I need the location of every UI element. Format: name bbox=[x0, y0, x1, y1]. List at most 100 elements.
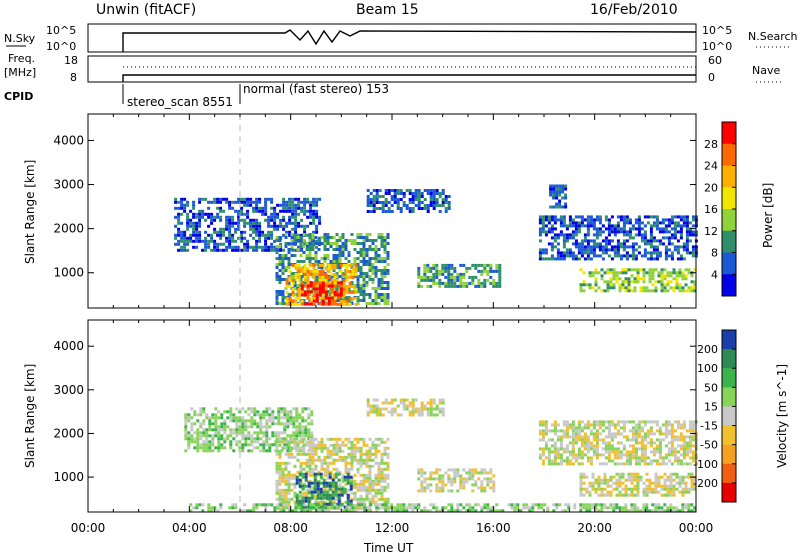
cell bbox=[604, 242, 608, 246]
cell bbox=[362, 458, 366, 462]
cell bbox=[441, 281, 445, 285]
velocity-colorbar-label: Velocity [m s^-1] bbox=[775, 364, 789, 468]
cell bbox=[235, 434, 239, 438]
cell bbox=[362, 248, 366, 251]
cell bbox=[600, 481, 604, 485]
cell bbox=[471, 506, 475, 510]
cell bbox=[579, 509, 583, 513]
cell bbox=[281, 497, 285, 501]
cell bbox=[344, 470, 348, 474]
cell bbox=[631, 429, 635, 433]
cell bbox=[676, 435, 680, 439]
cell bbox=[651, 274, 655, 278]
cell bbox=[344, 242, 348, 245]
cell bbox=[347, 467, 351, 471]
cell bbox=[180, 239, 184, 243]
cell bbox=[411, 201, 415, 204]
cell bbox=[642, 274, 646, 278]
cell bbox=[468, 471, 472, 475]
cell bbox=[613, 435, 617, 439]
cell bbox=[317, 446, 321, 450]
cell bbox=[444, 195, 448, 198]
cell bbox=[426, 263, 430, 267]
cell bbox=[217, 443, 221, 447]
cell bbox=[507, 503, 511, 507]
cell bbox=[228, 215, 232, 219]
cell bbox=[651, 481, 655, 485]
cell bbox=[371, 248, 375, 251]
cell bbox=[284, 491, 288, 495]
cell bbox=[314, 464, 318, 468]
cell bbox=[444, 275, 448, 279]
cell bbox=[232, 413, 236, 417]
cell bbox=[265, 422, 269, 426]
cell bbox=[297, 272, 301, 276]
cell bbox=[637, 227, 641, 231]
cell bbox=[544, 215, 548, 219]
cell bbox=[586, 218, 590, 222]
cell bbox=[447, 489, 451, 493]
cell bbox=[678, 478, 682, 482]
cell bbox=[264, 248, 268, 252]
cell bbox=[187, 416, 191, 420]
cell bbox=[312, 506, 316, 510]
cell bbox=[685, 218, 689, 222]
cell bbox=[538, 254, 542, 258]
cell bbox=[489, 468, 493, 472]
cell bbox=[631, 242, 635, 246]
cell bbox=[393, 398, 397, 402]
cell bbox=[318, 290, 322, 294]
cell bbox=[362, 296, 366, 299]
cell bbox=[682, 221, 686, 225]
cell bbox=[296, 248, 300, 251]
cell bbox=[278, 467, 282, 471]
cell bbox=[265, 410, 269, 414]
cell bbox=[619, 230, 623, 234]
cell bbox=[685, 224, 689, 228]
cell bbox=[291, 509, 295, 513]
cell bbox=[316, 490, 320, 494]
cell bbox=[288, 506, 292, 510]
cell bbox=[435, 189, 439, 192]
cell bbox=[664, 236, 668, 240]
cell bbox=[474, 509, 478, 513]
cell bbox=[344, 248, 348, 251]
cell bbox=[420, 489, 424, 493]
cell bbox=[265, 434, 269, 438]
cell bbox=[495, 281, 499, 285]
cell bbox=[429, 410, 433, 414]
cell bbox=[408, 210, 412, 213]
cell bbox=[243, 248, 247, 252]
cell bbox=[323, 500, 327, 504]
cell bbox=[287, 263, 291, 266]
cell bbox=[246, 212, 250, 216]
cell bbox=[383, 242, 387, 245]
cell bbox=[277, 419, 281, 423]
cell bbox=[691, 420, 695, 424]
cell bbox=[256, 437, 260, 441]
cell bbox=[573, 503, 577, 507]
cell bbox=[368, 293, 372, 296]
cell bbox=[309, 299, 313, 303]
cell bbox=[658, 447, 662, 451]
cell bbox=[574, 233, 578, 237]
cell bbox=[417, 201, 421, 204]
cell bbox=[541, 218, 545, 222]
cell bbox=[264, 203, 268, 207]
cell bbox=[432, 477, 436, 481]
cell bbox=[610, 435, 614, 439]
cell bbox=[399, 509, 403, 513]
cell bbox=[685, 462, 689, 466]
cell bbox=[580, 441, 584, 445]
cell bbox=[670, 438, 674, 442]
cell bbox=[311, 290, 315, 293]
cell bbox=[380, 278, 384, 281]
cell bbox=[327, 281, 331, 285]
cell bbox=[556, 233, 560, 237]
cell bbox=[174, 233, 178, 237]
cell bbox=[275, 461, 279, 465]
cell bbox=[291, 290, 295, 294]
cell bbox=[673, 230, 677, 234]
cell bbox=[636, 481, 640, 485]
cell bbox=[276, 203, 280, 207]
